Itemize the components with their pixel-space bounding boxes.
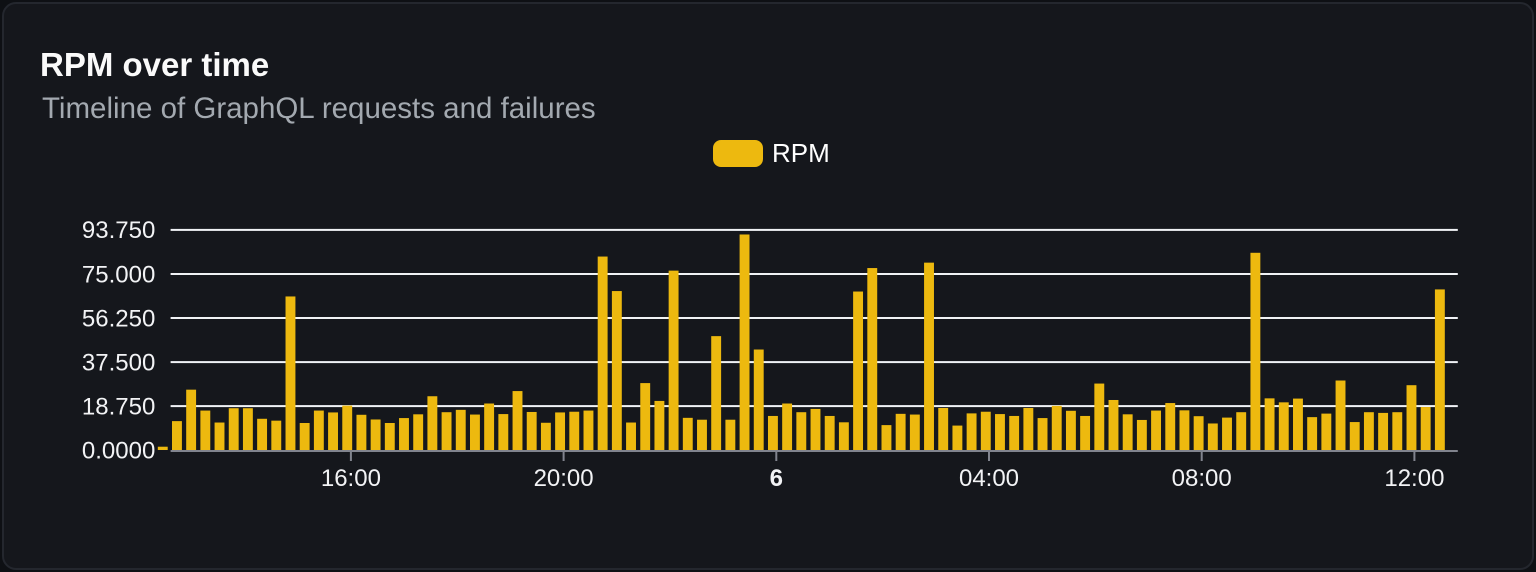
svg-text:16:00: 16:00: [321, 465, 381, 492]
svg-text:93.750: 93.750: [82, 217, 155, 244]
svg-text:75.000: 75.000: [82, 261, 155, 288]
svg-text:6: 6: [770, 465, 783, 492]
svg-text:18.750: 18.750: [82, 393, 155, 420]
svg-text:0.0000: 0.0000: [82, 437, 155, 464]
svg-text:04:00: 04:00: [959, 465, 1019, 492]
svg-text:37.500: 37.500: [82, 349, 155, 376]
svg-text:20:00: 20:00: [534, 465, 594, 492]
svg-text:08:00: 08:00: [1172, 465, 1232, 492]
svg-text:12:00: 12:00: [1384, 465, 1444, 492]
svg-text:56.250: 56.250: [82, 305, 155, 332]
